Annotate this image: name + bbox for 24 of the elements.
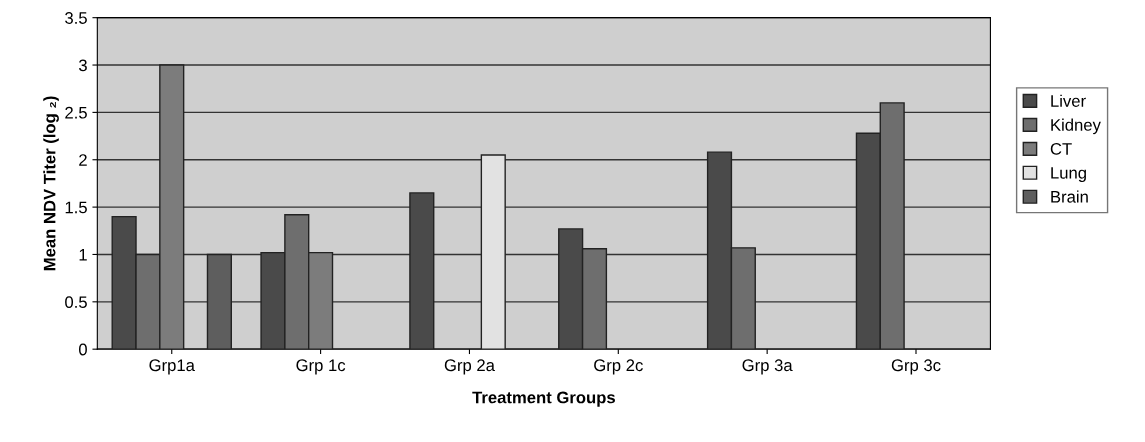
x-axis-title: Treatment Groups [472,391,615,407]
x-tick-label: Grp 1c [296,359,346,375]
legend-label: CT [1050,143,1072,155]
legend-label: Brain [1051,190,1088,203]
y-tick-label: 2 [79,154,87,166]
y-tick-label: 3.5 [65,12,87,24]
y-axis-title: Mean NDV Titer (log ₂) [43,96,59,271]
x-tick-label: Grp 2a [444,359,495,375]
bar [480,154,506,350]
x-tick-label: Grp 3c [891,359,941,375]
y-tick-label: 1 [79,249,87,261]
bar [409,192,435,350]
y-tick-label: 0 [78,343,87,356]
legend-label: Kidney [1051,118,1101,135]
x-tick-label: Grp 2c [594,359,643,375]
x-tick-label: Grp 3a [742,359,793,375]
y-tick-label: 3 [78,59,87,72]
x-tick-label: Grp1a [149,359,195,375]
y-tick-label: 1.5 [65,201,87,214]
legend-label: Liver [1051,94,1086,107]
legend-label: Lung [1051,167,1086,183]
bar [206,253,232,350]
y-tick-label: 2.5 [65,106,87,119]
y-tick-label: 0.5 [65,296,87,309]
